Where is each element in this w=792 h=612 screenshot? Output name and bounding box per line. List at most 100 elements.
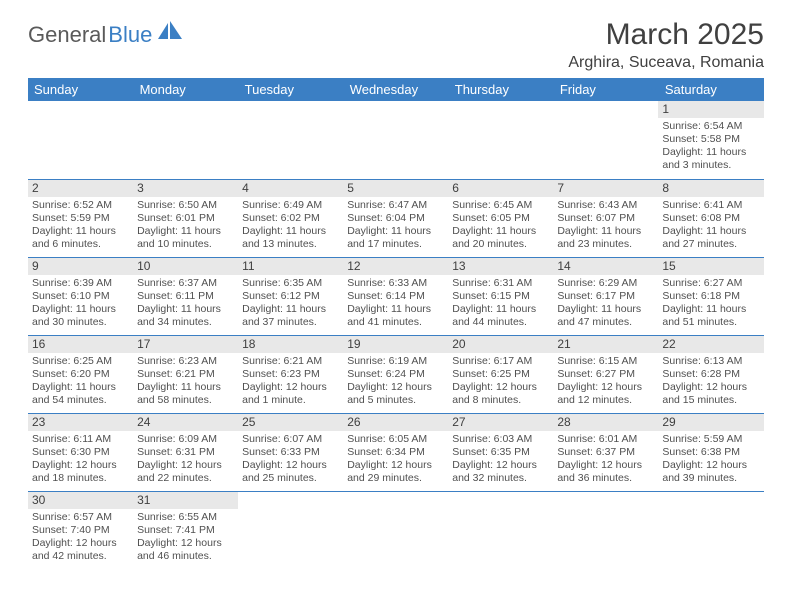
calendar-week-row: 30Sunrise: 6:57 AMSunset: 7:40 PMDayligh… xyxy=(28,491,764,569)
day-number: 14 xyxy=(553,258,658,275)
sunset-text: Sunset: 6:14 PM xyxy=(347,290,444,303)
daylight-text: Daylight: 11 hours and 6 minutes. xyxy=(32,225,129,251)
sunset-text: Sunset: 6:11 PM xyxy=(137,290,234,303)
calendar-day-cell: 9Sunrise: 6:39 AMSunset: 6:10 PMDaylight… xyxy=(28,257,133,335)
day-number: 15 xyxy=(658,258,763,275)
calendar-day-cell: 20Sunrise: 6:17 AMSunset: 6:25 PMDayligh… xyxy=(448,335,553,413)
sunset-text: Sunset: 6:33 PM xyxy=(242,446,339,459)
weekday-header: Tuesday xyxy=(238,78,343,101)
calendar-day-cell: 7Sunrise: 6:43 AMSunset: 6:07 PMDaylight… xyxy=(553,179,658,257)
calendar-day-cell: 22Sunrise: 6:13 AMSunset: 6:28 PMDayligh… xyxy=(658,335,763,413)
sunrise-text: Sunrise: 6:03 AM xyxy=(452,433,549,446)
weekday-header: Monday xyxy=(133,78,238,101)
day-number: 23 xyxy=(28,414,133,431)
day-number: 29 xyxy=(658,414,763,431)
calendar-week-row: 16Sunrise: 6:25 AMSunset: 6:20 PMDayligh… xyxy=(28,335,764,413)
sunset-text: Sunset: 6:20 PM xyxy=(32,368,129,381)
calendar-day-cell: 28Sunrise: 6:01 AMSunset: 6:37 PMDayligh… xyxy=(553,413,658,491)
day-number: 12 xyxy=(343,258,448,275)
calendar-day-cell xyxy=(448,491,553,569)
daylight-text: Daylight: 12 hours and 46 minutes. xyxy=(137,537,234,563)
calendar-day-cell xyxy=(133,101,238,179)
calendar-day-cell: 18Sunrise: 6:21 AMSunset: 6:23 PMDayligh… xyxy=(238,335,343,413)
calendar-day-cell: 19Sunrise: 6:19 AMSunset: 6:24 PMDayligh… xyxy=(343,335,448,413)
daylight-text: Daylight: 11 hours and 20 minutes. xyxy=(452,225,549,251)
sunrise-text: Sunrise: 6:54 AM xyxy=(662,120,759,133)
calendar-day-cell xyxy=(343,491,448,569)
sunrise-text: Sunrise: 6:47 AM xyxy=(347,199,444,212)
day-number: 18 xyxy=(238,336,343,353)
daylight-text: Daylight: 11 hours and 34 minutes. xyxy=(137,303,234,329)
sunrise-text: Sunrise: 6:07 AM xyxy=(242,433,339,446)
day-number: 13 xyxy=(448,258,553,275)
sunset-text: Sunset: 6:07 PM xyxy=(557,212,654,225)
sunset-text: Sunset: 6:12 PM xyxy=(242,290,339,303)
calendar-week-row: 2Sunrise: 6:52 AMSunset: 5:59 PMDaylight… xyxy=(28,179,764,257)
sunset-text: Sunset: 6:10 PM xyxy=(32,290,129,303)
header: GeneralBlue March 2025 Arghira, Suceava,… xyxy=(28,18,764,72)
calendar-day-cell: 6Sunrise: 6:45 AMSunset: 6:05 PMDaylight… xyxy=(448,179,553,257)
sunset-text: Sunset: 6:31 PM xyxy=(137,446,234,459)
daylight-text: Daylight: 11 hours and 13 minutes. xyxy=(242,225,339,251)
calendar-day-cell: 16Sunrise: 6:25 AMSunset: 6:20 PMDayligh… xyxy=(28,335,133,413)
sunset-text: Sunset: 5:59 PM xyxy=(32,212,129,225)
sunset-text: Sunset: 6:35 PM xyxy=(452,446,549,459)
day-number: 6 xyxy=(448,180,553,197)
calendar-day-cell: 30Sunrise: 6:57 AMSunset: 7:40 PMDayligh… xyxy=(28,491,133,569)
calendar-day-cell: 14Sunrise: 6:29 AMSunset: 6:17 PMDayligh… xyxy=(553,257,658,335)
calendar-week-row: 9Sunrise: 6:39 AMSunset: 6:10 PMDaylight… xyxy=(28,257,764,335)
day-number: 19 xyxy=(343,336,448,353)
daylight-text: Daylight: 11 hours and 58 minutes. xyxy=(137,381,234,407)
calendar-header-row: SundayMondayTuesdayWednesdayThursdayFrid… xyxy=(28,78,764,101)
calendar-week-row: 23Sunrise: 6:11 AMSunset: 6:30 PMDayligh… xyxy=(28,413,764,491)
calendar-day-cell: 26Sunrise: 6:05 AMSunset: 6:34 PMDayligh… xyxy=(343,413,448,491)
calendar-day-cell: 5Sunrise: 6:47 AMSunset: 6:04 PMDaylight… xyxy=(343,179,448,257)
calendar-day-cell xyxy=(238,491,343,569)
sunrise-text: Sunrise: 6:29 AM xyxy=(557,277,654,290)
daylight-text: Daylight: 11 hours and 37 minutes. xyxy=(242,303,339,329)
daylight-text: Daylight: 11 hours and 54 minutes. xyxy=(32,381,129,407)
sunrise-text: Sunrise: 6:37 AM xyxy=(137,277,234,290)
sunset-text: Sunset: 6:05 PM xyxy=(452,212,549,225)
calendar-day-cell xyxy=(658,491,763,569)
sunset-text: Sunset: 6:38 PM xyxy=(662,446,759,459)
logo-text-blue: Blue xyxy=(108,22,152,48)
sunrise-text: Sunrise: 6:19 AM xyxy=(347,355,444,368)
daylight-text: Daylight: 11 hours and 47 minutes. xyxy=(557,303,654,329)
sunset-text: Sunset: 6:34 PM xyxy=(347,446,444,459)
calendar-day-cell: 24Sunrise: 6:09 AMSunset: 6:31 PMDayligh… xyxy=(133,413,238,491)
calendar-day-cell: 17Sunrise: 6:23 AMSunset: 6:21 PMDayligh… xyxy=(133,335,238,413)
sunrise-text: Sunrise: 6:33 AM xyxy=(347,277,444,290)
day-number: 27 xyxy=(448,414,553,431)
sunrise-text: Sunrise: 6:21 AM xyxy=(242,355,339,368)
sunset-text: Sunset: 5:58 PM xyxy=(662,133,759,146)
day-number: 2 xyxy=(28,180,133,197)
sunrise-text: Sunrise: 6:17 AM xyxy=(452,355,549,368)
day-number: 28 xyxy=(553,414,658,431)
daylight-text: Daylight: 12 hours and 32 minutes. xyxy=(452,459,549,485)
sunset-text: Sunset: 6:37 PM xyxy=(557,446,654,459)
calendar-day-cell xyxy=(28,101,133,179)
sunrise-text: Sunrise: 6:13 AM xyxy=(662,355,759,368)
calendar-day-cell xyxy=(343,101,448,179)
daylight-text: Daylight: 11 hours and 51 minutes. xyxy=(662,303,759,329)
calendar-day-cell: 31Sunrise: 6:55 AMSunset: 7:41 PMDayligh… xyxy=(133,491,238,569)
daylight-text: Daylight: 12 hours and 18 minutes. xyxy=(32,459,129,485)
sail-icon xyxy=(158,21,184,47)
daylight-text: Daylight: 12 hours and 25 minutes. xyxy=(242,459,339,485)
day-number: 9 xyxy=(28,258,133,275)
sunset-text: Sunset: 6:04 PM xyxy=(347,212,444,225)
day-number: 3 xyxy=(133,180,238,197)
daylight-text: Daylight: 11 hours and 41 minutes. xyxy=(347,303,444,329)
daylight-text: Daylight: 12 hours and 39 minutes. xyxy=(662,459,759,485)
daylight-text: Daylight: 12 hours and 42 minutes. xyxy=(32,537,129,563)
day-number: 1 xyxy=(658,101,763,118)
day-number: 30 xyxy=(28,492,133,509)
sunset-text: Sunset: 6:24 PM xyxy=(347,368,444,381)
daylight-text: Daylight: 12 hours and 12 minutes. xyxy=(557,381,654,407)
day-number: 17 xyxy=(133,336,238,353)
daylight-text: Daylight: 12 hours and 8 minutes. xyxy=(452,381,549,407)
day-number: 16 xyxy=(28,336,133,353)
calendar-day-cell: 3Sunrise: 6:50 AMSunset: 6:01 PMDaylight… xyxy=(133,179,238,257)
logo: GeneralBlue xyxy=(28,22,184,48)
